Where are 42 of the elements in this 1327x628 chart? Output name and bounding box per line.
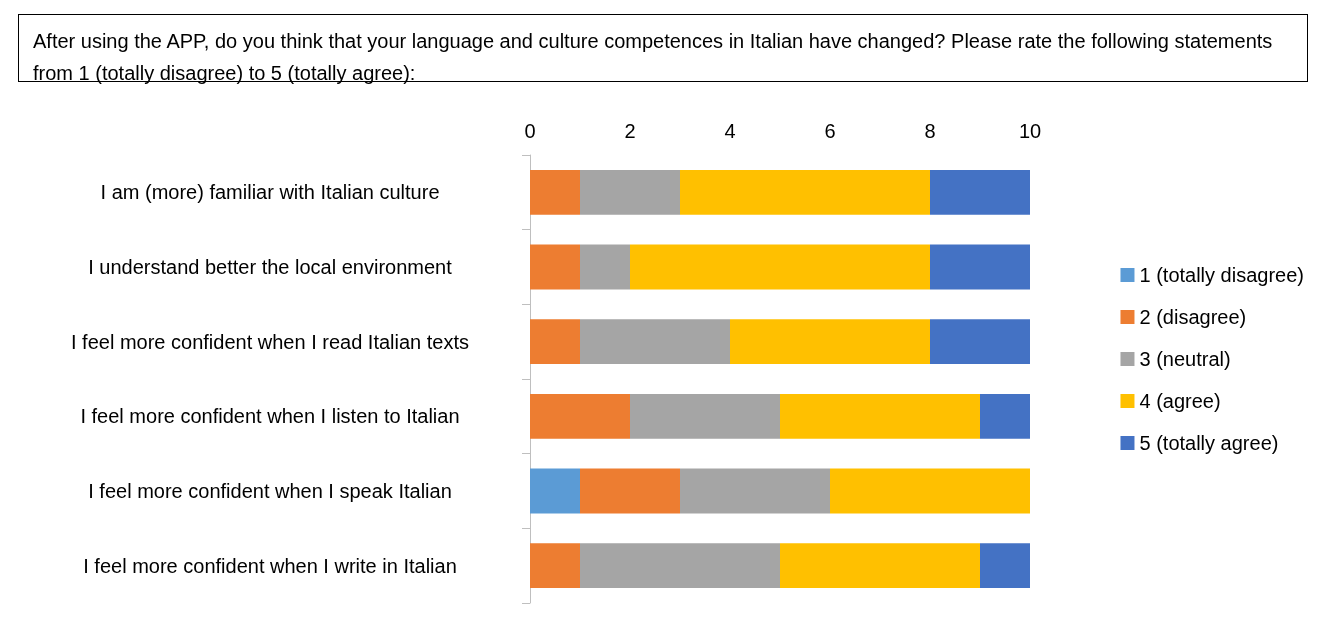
y-tick-label: I am (more) familiar with Italian culture (100, 181, 440, 204)
bar (780, 393, 980, 439)
bar (580, 244, 630, 290)
bar (530, 169, 580, 215)
y-tick-label: I feel more confident when I read Italian texts (71, 330, 469, 353)
x-tick-label: 6 (824, 120, 836, 142)
bar (630, 244, 930, 290)
bar (830, 468, 1030, 514)
bar (580, 169, 680, 215)
bar (630, 393, 780, 439)
y-tick-label: I understand better the local environment (88, 256, 453, 278)
bar (730, 319, 930, 365)
bar (580, 319, 730, 365)
bar (530, 319, 580, 365)
y-tick-label: I feel more confident when I listen to Italian (80, 405, 460, 428)
legend-label: 3 (neutral) (1139, 348, 1231, 370)
bar (980, 393, 1030, 439)
legend-label: 2 (disagree) (1139, 306, 1247, 328)
x-tick-label: 8 (924, 120, 936, 142)
bar (930, 319, 1030, 365)
x-tick-label: 2 (624, 120, 636, 142)
y-tick-label: I feel more confident when I write in Italian (83, 554, 457, 577)
chart-title: After using the APP, do you think that your language and culture competences in Italian have changed? Please rate the following statements from 1 (totally disagree) to 5 (totally agree): (18, 14, 1308, 84)
bar (530, 244, 580, 290)
x-tick-label: 0 (524, 120, 536, 142)
bar (580, 468, 680, 514)
x-tick-label: 10 (1018, 120, 1042, 142)
bar (980, 543, 1030, 589)
bar (930, 244, 1030, 290)
legend-label: 5 (totally agree) (1139, 432, 1279, 454)
y-tick-label: I feel more confident when I speak Italian (88, 480, 452, 502)
bar (680, 169, 930, 215)
legend-label: 1 (totally disagree) (1139, 264, 1305, 286)
bar (580, 543, 780, 589)
x-tick-label: 4 (724, 120, 736, 142)
bar (530, 543, 580, 589)
bar (930, 169, 1030, 215)
bar (680, 468, 830, 514)
bar (780, 543, 980, 589)
legend-label: 4 (agree) (1139, 390, 1221, 412)
bar (530, 393, 630, 439)
bar (530, 468, 580, 514)
